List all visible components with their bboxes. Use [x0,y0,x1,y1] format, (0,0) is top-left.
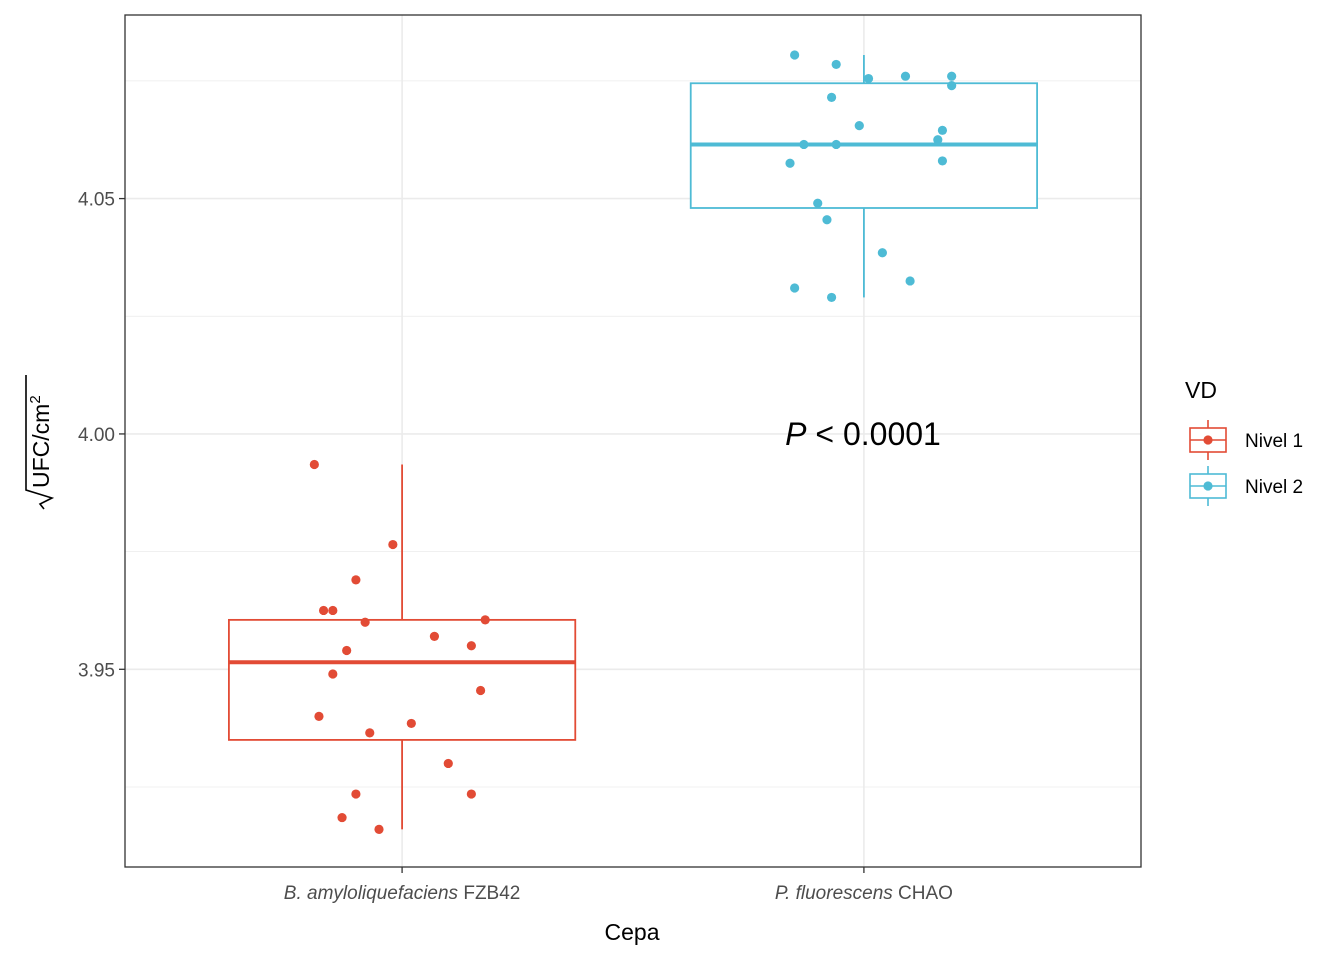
data-point [388,539,398,550]
data-point [351,789,361,799]
y-tick-label: 4.00 [78,425,115,446]
data-point [900,71,911,81]
data-point [480,615,490,625]
x-tick-label-strain: FZB42 [458,883,520,904]
data-point [822,215,832,225]
data-point [443,758,453,769]
sqrt-radical-icon [25,375,55,510]
data-point [365,728,375,738]
data-point [318,605,329,616]
data-point [328,669,338,679]
data-point [854,121,864,131]
data-point [785,158,795,168]
data-point [877,248,887,258]
legend-key-point [1203,481,1213,491]
legend-item: Nivel 2 [1189,466,1303,506]
x-tick-label: P. fluorescens CHAO [775,883,953,904]
data-point [933,135,943,145]
data-point [360,617,370,627]
data-point [466,789,476,799]
data-point [406,718,416,729]
data-point [342,645,352,656]
p-value-annotation: P < 0.0001 [785,416,941,452]
x-tick-label-species: B. amyloliquefaciens [284,883,459,904]
data-point [374,824,384,834]
p-value-text: < 0.0001 [807,416,941,452]
data-point [466,641,476,651]
legend: VD Nivel 1 Nivel 2 [1185,377,1303,506]
legend-label: Nivel 2 [1245,477,1303,498]
data-point [314,711,324,721]
data-point [309,459,319,470]
data-point [799,139,809,150]
legend-label: Nivel 1 [1245,431,1303,452]
data-point [790,50,800,60]
box-iqr [228,618,577,741]
legend-items: Nivel 1 Nivel 2 [1189,420,1303,506]
data-point [863,73,874,84]
data-point [429,631,440,641]
data-point [947,81,957,91]
data-point [831,59,841,70]
plot-panel-border [124,14,1142,868]
box-layer [228,55,1038,830]
data-point [826,92,837,102]
y-tick-label: 4.05 [78,190,115,211]
data-point [476,685,486,696]
x-tick-label-strain: CHAO [893,883,953,904]
data-point [328,605,338,616]
y-title-radicand: UFC [28,441,54,488]
data-point [831,139,841,150]
legend-key-point [1203,435,1213,445]
point-layer [309,50,957,834]
legend-item: Nivel 1 [1189,420,1303,460]
data-point [937,156,948,166]
data-point [337,812,347,823]
y-title-denominator: cm [28,404,54,435]
data-point [905,276,915,286]
legend-title: VD [1185,377,1217,403]
data-point [813,198,823,208]
data-point [937,125,948,135]
data-point [826,292,837,303]
x-tick-label: B. amyloliquefaciens FZB42 [284,883,521,904]
data-point [790,283,800,293]
x-axis-title: Cepa [605,919,660,945]
data-point [351,575,361,585]
y-axis-title: UFC/cm2 [25,375,55,510]
y-axis-title-text: UFC/cm2 [27,395,54,488]
x-axis: B. amyloliquefaciens FZB42 P. fluorescens… [284,867,953,904]
p-value-symbol: P [785,416,807,452]
y-title-superscript: 2 [27,395,44,403]
y-axis: 3.95 4.00 4.05 [78,190,125,681]
x-tick-label-species: P. fluorescens [775,883,893,904]
y-tick-label: 3.95 [78,660,115,681]
data-point [947,71,957,81]
